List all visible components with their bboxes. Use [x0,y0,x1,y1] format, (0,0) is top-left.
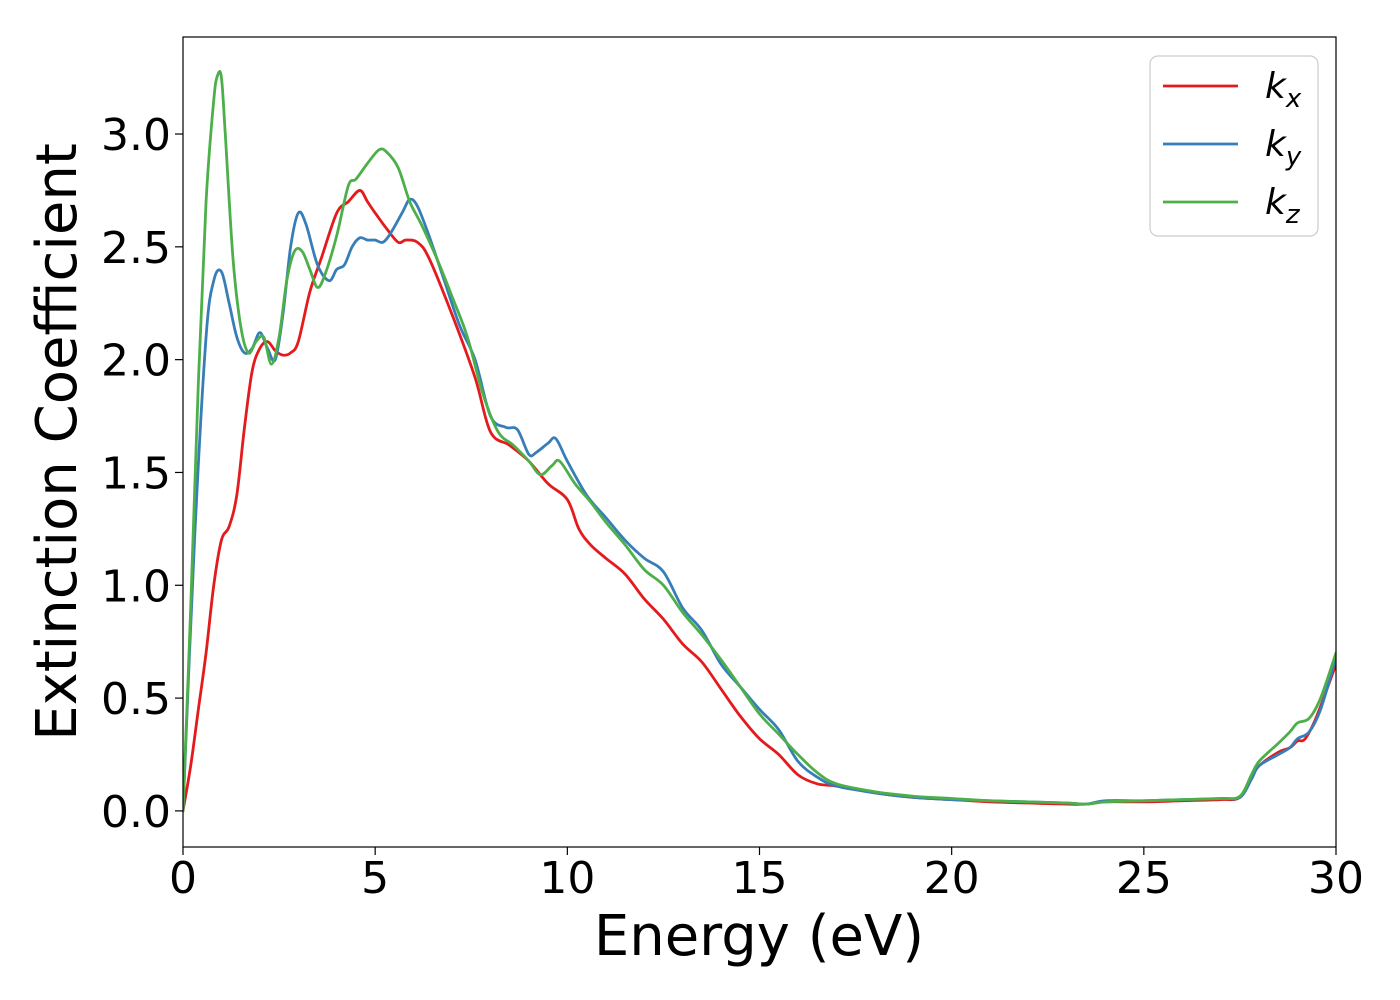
x-axis-label: Energy (eV) [594,904,924,969]
legend-label-z: kz [1265,182,1301,230]
x-axis: 0 5 10 15 20 25 30 [169,847,1364,904]
x-tick-label: 20 [924,853,980,904]
x-tick-label: 30 [1308,853,1364,904]
x-tick-label: 15 [732,853,788,904]
y-tick-label: 1.0 [101,561,171,612]
x-tick-label: 0 [169,853,197,904]
series-layer [183,70,1336,813]
y-tick-label: 0.5 [101,674,171,725]
legend-label-y: ky [1265,124,1302,172]
y-axis-label: Extinction Coefficient [25,143,90,741]
legend-box [1149,55,1319,237]
series-line-z [183,70,1336,813]
y-tick-label: 2.5 [101,223,171,274]
x-tick-label: 25 [1116,853,1172,904]
x-tick-label: 10 [539,853,595,904]
y-tick-label: 3.0 [101,110,171,161]
legend-label-x: kx [1265,66,1302,114]
y-tick-label: 0.0 [101,787,171,838]
y-tick-label: 2.0 [101,336,171,387]
y-axis: 0.0 0.5 1.0 1.5 2.0 2.5 3.0 [101,110,183,838]
x-tick-label: 5 [361,853,389,904]
y-tick-label: 1.5 [101,448,171,499]
legend: kx ky kz [1149,55,1319,237]
